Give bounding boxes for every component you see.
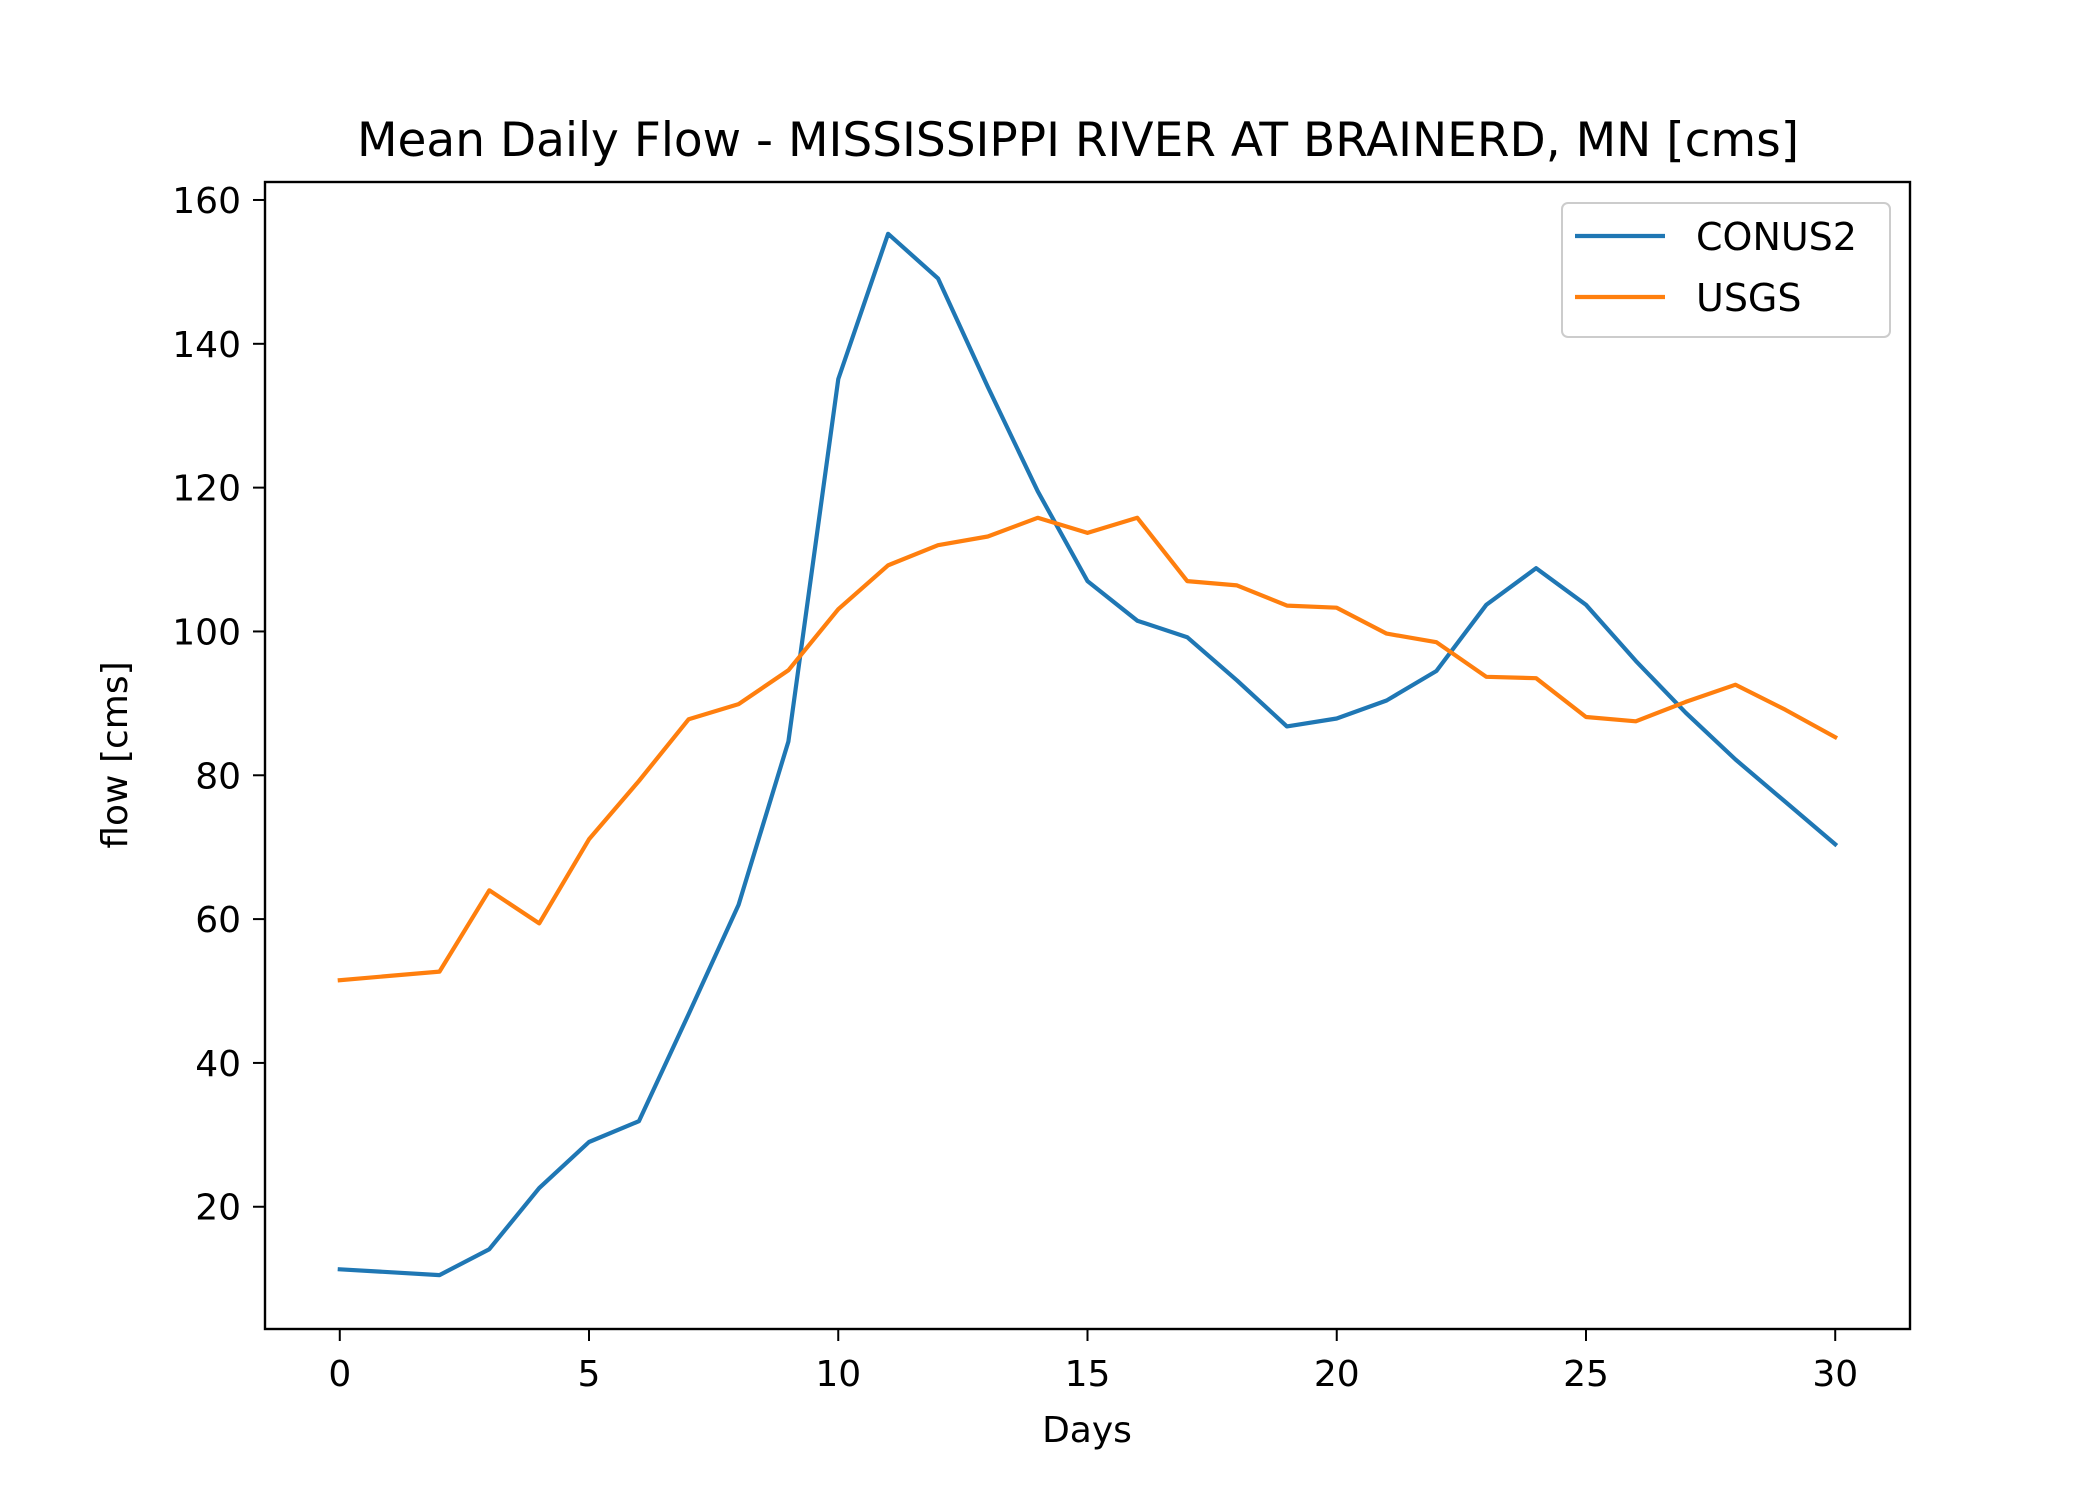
x-tick-label: 5	[578, 1354, 601, 1395]
y-tick-label: 40	[195, 1044, 241, 1085]
plot-area-frame	[263, 180, 1912, 1331]
legend: CONUS2 USGS	[1561, 202, 1891, 338]
x-axis-label: Days	[1042, 1410, 1132, 1451]
x-tick-label: 20	[1314, 1354, 1360, 1395]
y-tick-label: 80	[195, 756, 241, 797]
y-tick-label: 160	[172, 181, 241, 222]
y-axis-ticks: 20 40 60 80 100 120 140 160	[172, 181, 265, 1229]
y-tick-label: 60	[195, 900, 241, 941]
series-line-usgs	[337, 515, 1839, 983]
legend-label-usgs: USGS	[1696, 276, 1802, 320]
legend-label-conus2: CONUS2	[1696, 215, 1857, 259]
y-tick-label: 120	[172, 469, 241, 510]
x-tick-label: 0	[328, 1354, 351, 1395]
x-tick-label: 10	[815, 1354, 861, 1395]
series-lines	[337, 231, 1839, 1278]
y-tick-label: 140	[172, 325, 241, 366]
y-tick-label: 100	[172, 612, 241, 653]
x-tick-label: 15	[1065, 1354, 1111, 1395]
x-axis-ticks: 0 5 10 15 20 25 30	[328, 1329, 1858, 1395]
x-tick-label: 30	[1812, 1354, 1858, 1395]
chart-title: Mean Daily Flow - MISSISSIPPI RIVER AT B…	[357, 113, 1799, 168]
series-line-conus2	[337, 231, 1839, 1278]
x-tick-label: 25	[1563, 1354, 1609, 1395]
y-axis-label: flow [cms]	[95, 661, 136, 848]
y-tick-label: 20	[195, 1188, 241, 1229]
